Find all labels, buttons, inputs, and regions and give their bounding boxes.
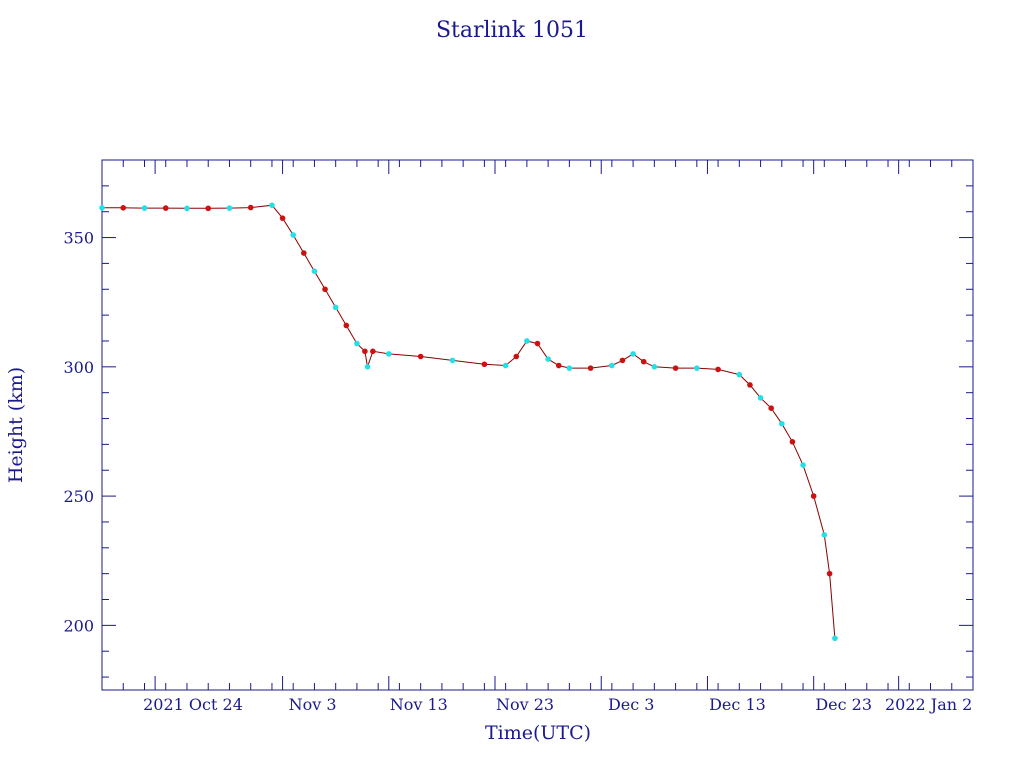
- x-tick-label: Nov 3: [289, 695, 337, 714]
- x-tick-label: Dec 13: [709, 695, 766, 714]
- data-point: [715, 366, 721, 373]
- data-point: [619, 357, 626, 364]
- data-point: [343, 322, 350, 329]
- x-axis-label: Time(UTC): [485, 722, 591, 744]
- data-point: [832, 635, 838, 642]
- y-tick-label: 200: [63, 616, 94, 635]
- data-point: [99, 205, 105, 211]
- data-point: [184, 205, 190, 212]
- x-tick-label: 2022 Jan 2: [885, 695, 972, 714]
- data-point: [747, 382, 753, 388]
- data-point: [385, 351, 392, 357]
- data-point: [449, 357, 456, 364]
- data-point: [555, 362, 562, 369]
- data-point: [290, 232, 296, 238]
- x-tick-label: Dec 3: [608, 695, 655, 714]
- data-point: [162, 205, 169, 211]
- series-markers: [99, 202, 838, 642]
- data-point: [311, 268, 318, 274]
- data-point: [247, 204, 254, 211]
- data-point: [364, 364, 371, 370]
- data-point: [226, 205, 233, 211]
- data-point: [566, 365, 573, 371]
- x-tick-label: Nov 23: [496, 695, 554, 714]
- data-point: [609, 362, 615, 369]
- x-tick-label: Dec 23: [815, 695, 872, 714]
- x-tick-label: Nov 13: [390, 695, 448, 714]
- data-point: [301, 250, 307, 256]
- series-line: [102, 204, 836, 639]
- data-point: [534, 340, 541, 347]
- data-point: [524, 338, 530, 344]
- data-point: [545, 356, 551, 362]
- data-point: [354, 340, 360, 347]
- data-point: [370, 348, 376, 355]
- x-axis-ticks: 2021 Oct 24 Nov 3 Nov 13 Nov 23 Dec 3 Dec 13 D…: [101, 160, 974, 714]
- data-point: [513, 353, 520, 360]
- data-point: [779, 420, 785, 427]
- data-point: [672, 365, 679, 371]
- data-point: [826, 570, 833, 577]
- x-tick-label: 2021 Oct 24: [143, 695, 243, 714]
- y-axis-ticks: 200 250 300 350: [63, 185, 973, 678]
- data-point: [141, 205, 148, 211]
- data-point: [768, 405, 774, 411]
- data-point: [587, 365, 594, 371]
- y-tick-label: 300: [63, 358, 94, 377]
- plot-frame: [101, 159, 974, 691]
- data-point: [332, 304, 339, 311]
- data-point: [417, 353, 424, 360]
- y-axis-label: Height (km): [5, 367, 27, 483]
- data-point: [362, 348, 368, 355]
- data-point: [810, 493, 817, 499]
- data-point: [651, 364, 658, 370]
- data-point: [322, 286, 328, 293]
- data-point: [800, 462, 806, 468]
- data-point: [694, 365, 700, 371]
- data-point: [821, 532, 828, 538]
- data-point: [205, 205, 212, 212]
- data-point: [757, 395, 764, 401]
- data-point: [481, 361, 488, 368]
- data-point: [120, 205, 127, 211]
- data-point: [279, 215, 286, 221]
- data-point: [269, 202, 275, 209]
- y-tick-label: 250: [63, 487, 94, 506]
- y-tick-label: 350: [63, 229, 94, 248]
- data-point: [789, 439, 796, 445]
- data-point: [502, 362, 509, 369]
- data-point: [736, 371, 743, 378]
- data-point: [640, 358, 647, 365]
- data-point: [630, 351, 636, 357]
- chart-title: Starlink 1051: [436, 18, 588, 43]
